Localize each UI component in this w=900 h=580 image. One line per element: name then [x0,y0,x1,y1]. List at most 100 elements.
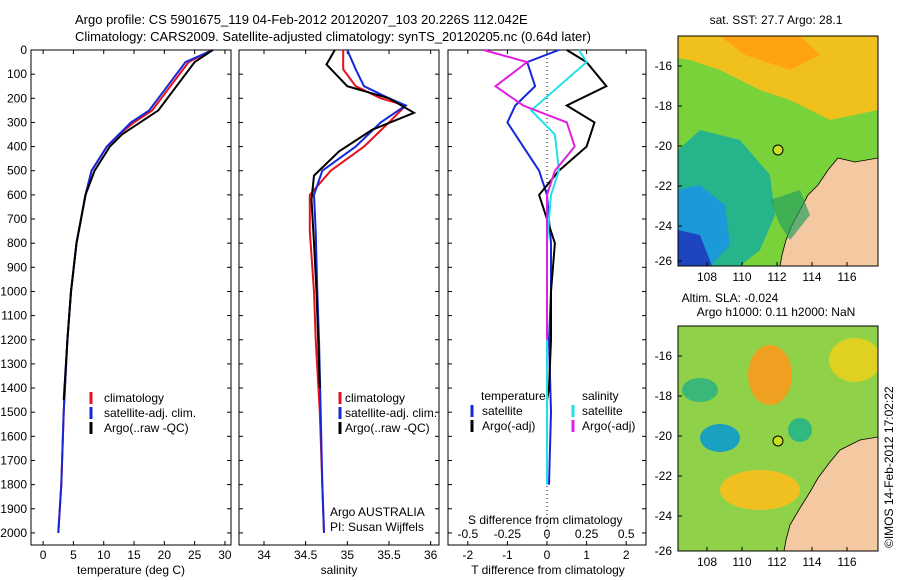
sla-map-title-1: Altim. SLA: -0.024 [682,291,779,305]
longitude-tick-label: 110 [732,270,751,284]
pi-note: PI: Susan Wijffels [330,520,424,534]
sst-map-title: sat. SST: 27.7 Argo: 28.1 [710,13,843,27]
depth-tick-label: 1600 [0,429,27,443]
float-owner-note: Argo AUSTRALIA [330,505,425,519]
legend-argo: Argo(..raw -QC) [104,421,189,435]
legend-t-argo: Argo(-adj) [482,419,535,433]
latitude-tick-label: -22 [655,469,673,483]
temperature-tick-label: 15 [127,548,141,562]
latitude-tick-label: -20 [655,139,673,153]
latitude-tick-label: -22 [655,179,673,193]
legend-s-satellite: satellite [582,404,623,418]
temperature-legend: climatology satellite-adj. clim. Argo(..… [89,391,196,435]
s-difference-tick-label: 0.5 [618,527,635,541]
latitude-tick-label: -26 [655,254,673,268]
salinity-legend: climatology satellite-adj. clim. Argo(..… [330,391,437,534]
longitude-tick-label: 114 [802,555,821,569]
argo-float-marker [772,144,784,156]
s-difference-tick-label: -0.25 [494,527,522,541]
difference-series-salinity-argo-adj- [483,49,576,340]
difference-series-salinity-satellite [529,49,588,485]
temperature-panel-frame [30,49,232,546]
depth-tick-label: 100 [7,67,27,81]
salinity-tick-label: 36 [424,548,438,562]
depth-tick-label: 1500 [0,405,27,419]
sla-low-eddy-1 [700,424,740,452]
depth-tick-label: 400 [7,140,27,154]
sla-low-eddy-3 [682,378,718,402]
legend-climatology: climatology [345,391,405,405]
header-line-2: Climatology: CARS2009. Satellite-adjuste… [75,29,591,44]
legend-satellite: satellite-adj. clim. [345,406,437,420]
difference-tick-label: 2 [623,548,630,562]
salinity-series-argo-raw-qc- [310,49,417,389]
temperature-tick-label: 5 [70,548,77,562]
sla-map-frame [677,325,879,552]
salinity-tick-label: 35 [341,548,355,562]
depth-tick-label: 1100 [1,309,27,323]
depth-tick-label: 600 [7,188,27,202]
legend-temperature-title: temperature [481,389,546,403]
depth-tick-label: 1200 [0,333,27,347]
sst-coldest-region [678,230,712,266]
depth-tick-label: 1800 [0,478,27,492]
longitude-tick-label: 112 [767,555,786,569]
temperature-tick-label: 0 [40,548,47,562]
latitude-tick-label: -20 [655,429,673,443]
sla-low-eddy-2 [788,418,812,442]
salinity-tick-label: 35.5 [377,548,401,562]
s-difference-tick-label: -0.5 [457,527,478,541]
depth-tick-label: 500 [7,164,27,178]
difference-series-temperature-satellite [506,49,560,485]
difference-tick-label: 1 [583,548,590,562]
sla-map-title-2: Argo h1000: 0.11 h2000: NaN [697,305,856,319]
depth-tick-label: 900 [7,260,27,274]
temperature-series-climatology [57,49,213,533]
longitude-tick-label: 110 [732,555,751,569]
latitude-tick-label: -16 [655,349,673,363]
depth-tick-label: 200 [7,91,27,105]
temperature-axis-label: temperature (deg C) [77,563,185,577]
depth-tick-label: 1700 [0,453,27,467]
depth-tick-label: 2000 [0,526,27,540]
salinity-panel-frame [238,49,440,546]
difference-tick-label: -1 [502,548,513,562]
s-difference-label: S difference from climatology [468,513,623,527]
depth-tick-label: 1400 [0,381,27,395]
temperature-tick-label: 20 [158,548,172,562]
longitude-tick-label: 114 [802,270,821,284]
salinity-tick-label: 34.5 [294,548,318,562]
longitude-tick-label: 116 [837,270,856,284]
longitude-tick-label: 108 [697,270,717,284]
depth-tick-label: 0 [20,43,27,57]
longitude-tick-label: 116 [837,555,856,569]
salinity-series-satellite-adj-clim- [312,49,408,533]
sst-warm-region [678,36,878,120]
legend-climatology: climatology [104,391,164,405]
depth-tick-label: 1000 [0,284,27,298]
salinity-axis-label: salinity [321,563,358,577]
legend-satellite: satellite-adj. clim. [104,406,196,420]
t-difference-axis-label: T difference from climatology [471,563,625,577]
salinity-tick-label: 34 [257,548,271,562]
depth-tick-label: 1900 [0,502,27,516]
sst-hot-region [720,36,820,70]
s-difference-tick-label: 0.25 [575,527,599,541]
temperature-tick-label: 10 [97,548,111,562]
legend-argo: Argo(..raw -QC) [345,421,430,435]
sst-coastal-band [770,190,810,240]
depth-tick-label: 1300 [0,357,27,371]
latitude-tick-label: -18 [655,99,673,113]
australia-land [783,436,878,551]
argo-float-marker [772,435,784,447]
temperature-series-argo-raw-qc- [62,49,214,401]
difference-legend: temperature salinity satellite Argo(-adj… [468,389,635,527]
temperature-tick-label: 30 [218,548,232,562]
longitude-tick-label: 112 [767,270,786,284]
sla-high-eddy-1 [748,345,792,405]
depth-tick-label: 800 [7,236,27,250]
depth-tick-label: 300 [7,115,27,129]
latitude-tick-label: -26 [655,544,673,558]
